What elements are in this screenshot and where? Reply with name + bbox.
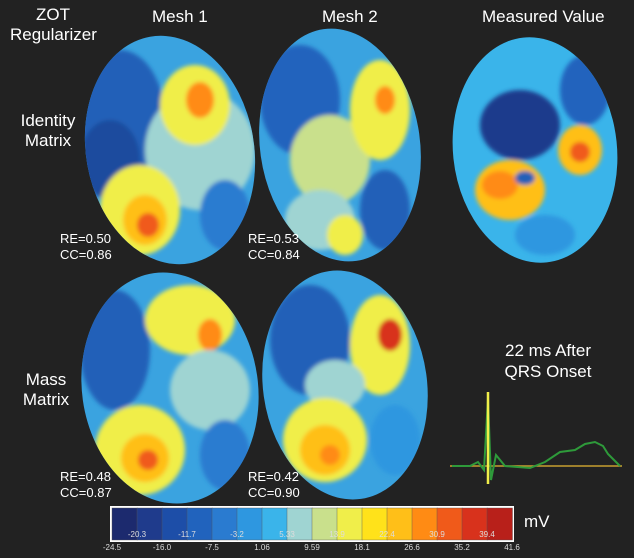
column-header-measured: Measured Value: [482, 7, 605, 26]
colorbar-tick-label: 1.06: [254, 543, 270, 552]
regularizer-title: ZOT Regularizer: [10, 5, 97, 44]
colorbar-tick-label: 39.4: [479, 530, 495, 539]
colorbar-swatch: [161, 507, 188, 541]
colorbar-tick-label: 5.33: [279, 530, 295, 539]
stat-cc: CC=0.90: [248, 485, 300, 500]
colorbar-swatch: [286, 507, 313, 541]
colorbar-tick-label: -7.5: [205, 543, 219, 552]
ecg-trace: [450, 392, 622, 484]
colorbar-tick-label: 35.2: [454, 543, 470, 552]
heart-map-identity-measured: [452, 37, 618, 263]
stat-identity-mesh2: RE=0.53 CC=0.84: [248, 232, 300, 261]
colorbar-tick-label: -24.5: [103, 543, 122, 552]
stat-cc: CC=0.84: [248, 247, 300, 262]
colorbar-tick-label: -20.3: [128, 530, 147, 539]
colorbar-tick-label: 13.9: [329, 530, 345, 539]
colorbar-tick-label: -3.2: [230, 530, 244, 539]
colorbar-swatch: [486, 507, 513, 541]
colorbar-swatch: [236, 507, 263, 541]
row-label-identity: Identity Matrix: [8, 112, 88, 149]
colorbar-swatch: [361, 507, 388, 541]
colorbar-unit: mV: [524, 512, 550, 531]
colorbar: -20.3 -11.7 -3.2 5.33 13.9 22.4 30.9 39.4 -24.5 -…: [103, 506, 520, 552]
regularizer-title-line1: ZOT: [36, 5, 70, 24]
stat-mass-mesh1: RE=0.48 CC=0.87: [60, 470, 112, 499]
timing-caption-line1: 22 ms After: [505, 341, 591, 360]
colorbar-tick-label: 18.1: [354, 543, 370, 552]
colorbar-swatch: [111, 507, 138, 541]
colorbar-swatch: [386, 507, 413, 541]
stat-re: RE=0.50: [60, 231, 111, 246]
heart-map-identity-mesh2: [259, 28, 421, 262]
stat-re: RE=0.48: [60, 469, 111, 484]
row-label-mass-line2: Matrix: [22, 390, 70, 409]
column-header-mesh2: Mesh 2: [322, 7, 378, 26]
row-label-identity-line1: Identity: [20, 111, 76, 130]
heart-map-mass-mesh2: [262, 270, 428, 500]
colorbar-tick-label: -16.0: [153, 543, 172, 552]
heart-map-mass-mesh1: [80, 272, 259, 504]
stat-cc: CC=0.86: [60, 247, 112, 262]
stat-re: RE=0.42: [248, 469, 299, 484]
row-label-mass: Mass Matrix: [8, 371, 84, 408]
colorbar-tick-label: -11.7: [178, 530, 196, 539]
stat-identity-mesh1: RE=0.50 CC=0.86: [60, 232, 112, 261]
row-label-mass-line1: Mass: [25, 370, 67, 389]
row-label-identity-line2: Matrix: [24, 131, 72, 150]
colorbar-swatch: [136, 507, 163, 541]
stat-cc: CC=0.87: [60, 485, 112, 500]
stat-mass-mesh2: RE=0.42 CC=0.90: [248, 470, 300, 499]
heart-map-identity-mesh1: [75, 35, 256, 265]
stat-re: RE=0.53: [248, 231, 299, 246]
timing-caption: 22 ms After QRS Onset: [478, 342, 618, 380]
regularizer-title-line2: Regularizer: [10, 25, 97, 44]
colorbar-swatch: [411, 507, 438, 541]
colorbar-swatch: [211, 507, 238, 541]
ecg-waveform: [452, 397, 621, 481]
column-header-mesh1: Mesh 1: [152, 7, 208, 26]
colorbar-swatch: [461, 507, 488, 541]
colorbar-tick-label: 9.59: [304, 543, 320, 552]
colorbar-swatch: [186, 507, 213, 541]
colorbar-tick-label: 30.9: [429, 530, 445, 539]
colorbar-swatch: [261, 507, 288, 541]
timing-caption-line2: QRS Onset: [504, 362, 592, 381]
colorbar-tick-label: 41.6: [504, 543, 520, 552]
colorbar-tick-label: 26.6: [404, 543, 420, 552]
colorbar-tick-label: 22.4: [379, 530, 395, 539]
